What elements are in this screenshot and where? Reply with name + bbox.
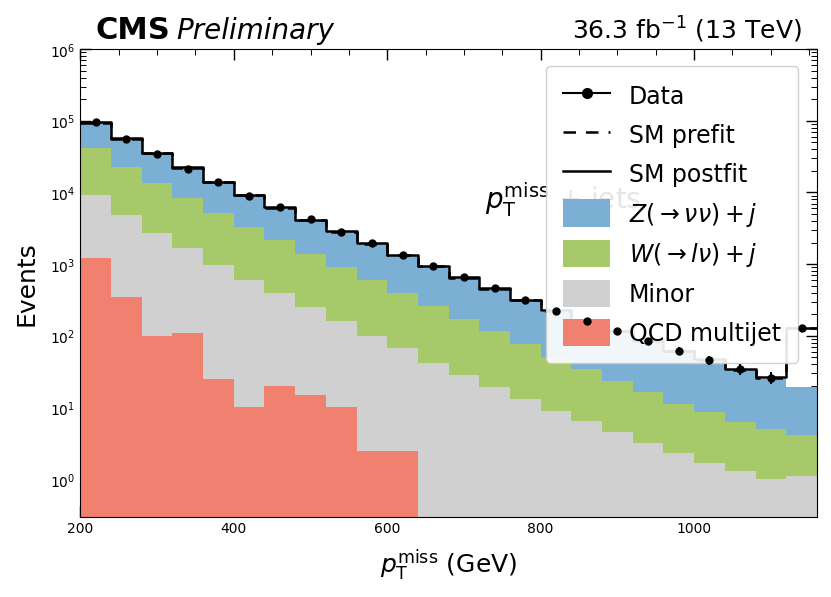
Text: CMS: CMS [95,16,170,45]
Text: 36.3 fb$^{-1}$ (13 TeV): 36.3 fb$^{-1}$ (13 TeV) [572,15,801,45]
X-axis label: $p_\mathrm{T}^\mathrm{miss}$ (GeV): $p_\mathrm{T}^\mathrm{miss}$ (GeV) [380,547,517,582]
Y-axis label: Events: Events [15,241,39,325]
Text: $p_\mathrm{T}^\mathrm{miss}$ + jets: $p_\mathrm{T}^\mathrm{miss}$ + jets [485,180,641,219]
Text: Preliminary: Preliminary [176,17,333,45]
Legend: Data, SM prefit, SM postfit, $Z(\to \nu\nu) + j$, $W(\to l\nu) + j$, Minor, QCD : Data, SM prefit, SM postfit, $Z(\to \nu\… [546,66,797,363]
